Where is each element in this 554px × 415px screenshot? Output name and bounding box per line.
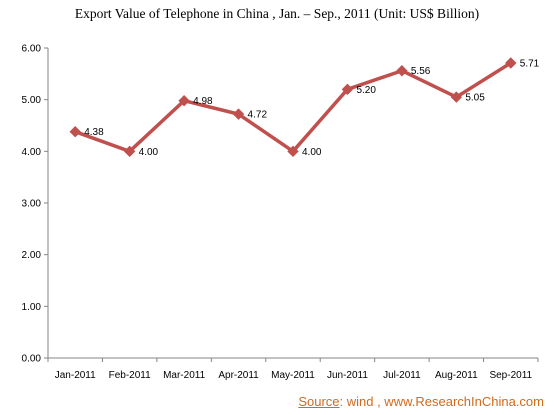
x-tick-label: Sep-2011 [489,370,532,381]
data-label: 4.72 [248,110,268,121]
data-label: 4.00 [139,147,159,158]
y-tick-label: 0.00 [22,354,42,365]
y-tick-label: 5.00 [22,95,42,106]
data-point [69,125,81,138]
series-line [73,61,513,154]
axes [44,47,539,362]
data-label: 5.05 [465,93,485,104]
data-point [123,145,136,158]
x-tick-label: Jun-2011 [327,370,368,381]
y-tick-label: 4.00 [22,147,42,158]
x-tick-label: Jan-2011 [55,370,96,381]
data-point [178,94,190,107]
x-tick-label: Mar-2011 [163,370,205,381]
x-tick-label: Feb-2011 [109,370,152,381]
data-point [450,91,463,103]
x-tick-label: May-2011 [271,370,315,381]
y-tick-label: 3.00 [22,199,42,210]
data-point [505,57,517,69]
data-labels: 4.38 4.00 4.98 4.72 4.00 5.20 5.56 5.05 5.71 [84,58,539,157]
data-point [396,65,408,77]
data-label: 5.56 [411,66,431,77]
source-text: : wind , www.ResearchInChina.com [339,394,544,409]
x-tick-label: Apr-2011 [218,370,259,381]
chart-title: Export Value of Telephone in China , Jan… [74,6,480,21]
data-label: 5.71 [520,58,540,69]
x-tick-labels: Jan-2011 Feb-2011 Mar-2011 Apr-2011 May-2011… [55,370,533,381]
y-tick-label: 2.00 [22,250,42,261]
y-tick-label: 1.00 [22,302,42,313]
data-point [287,145,299,158]
data-label: 4.38 [84,127,104,138]
data-label: 5.20 [356,85,376,96]
data-label: 4.98 [193,96,213,107]
source-label: Source [298,394,340,409]
y-tick-labels: 0.00 1.00 2.00 3.00 4.00 5.00 6.00 [22,44,42,365]
x-tick-label: Aug-2011 [435,370,478,381]
series-group [69,57,517,158]
x-tick-label: Jul-2011 [383,370,421,381]
y-tick-label: 6.00 [22,44,42,55]
source-note: Source: wind , www.ResearchInChina.com [298,394,544,409]
data-point [232,108,245,120]
data-label: 4.00 [302,147,322,158]
data-point [341,83,354,96]
